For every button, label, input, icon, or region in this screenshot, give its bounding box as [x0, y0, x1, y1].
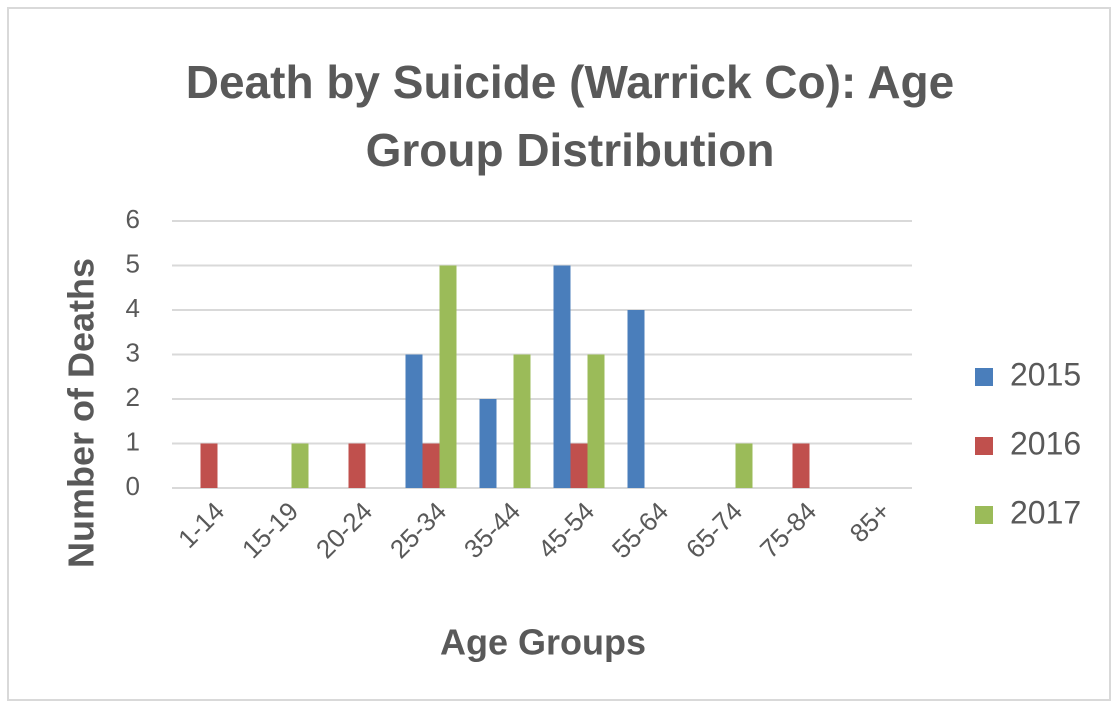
- y-tick-label: 6: [126, 204, 140, 234]
- x-tick-label: 35-44: [458, 496, 526, 564]
- x-tick-label: 15-19: [236, 496, 304, 564]
- bar: [479, 399, 497, 488]
- bar: [439, 265, 457, 488]
- chart-border: [7, 7, 1111, 701]
- bar: [422, 443, 440, 488]
- bar: [405, 354, 423, 488]
- y-tick-label: 0: [126, 471, 140, 501]
- bar: [291, 443, 309, 488]
- bar: [553, 265, 571, 488]
- x-tick-label: 1-14: [172, 496, 230, 554]
- y-tick-label: 1: [126, 426, 140, 456]
- legend-swatch: [975, 506, 993, 524]
- legend-label: 2015: [1010, 356, 1081, 392]
- x-tick-label: 65-74: [680, 496, 748, 564]
- x-tick-label: 25-34: [384, 496, 452, 564]
- bar: [735, 443, 753, 488]
- chart-title: Death by Suicide (Warrick Co): Age Group…: [185, 56, 955, 176]
- y-tick-label: 5: [126, 248, 140, 278]
- bar: [587, 354, 605, 488]
- bar: [570, 443, 588, 488]
- y-tick-label: 3: [126, 337, 140, 367]
- legend-label: 2017: [1010, 494, 1081, 530]
- x-tick-label: 45-54: [532, 496, 600, 564]
- y-axis-label: Number of Deaths: [61, 258, 102, 568]
- bar: [348, 443, 366, 488]
- x-tick-label: 85+: [844, 496, 896, 548]
- x-tick-label: 75-84: [754, 496, 822, 564]
- legend-swatch: [975, 437, 993, 455]
- y-tick-label: 2: [126, 382, 140, 412]
- x-axis-label: Age Groups: [440, 622, 646, 663]
- y-tick-label: 4: [126, 293, 140, 323]
- legend-label: 2016: [1010, 425, 1081, 461]
- bar: [627, 310, 645, 488]
- legend-swatch: [975, 368, 993, 386]
- x-tick-label: 55-64: [606, 496, 674, 564]
- bar: [200, 443, 218, 488]
- bar: [792, 443, 810, 488]
- x-tick-label: 20-24: [310, 496, 378, 564]
- bar: [513, 354, 531, 488]
